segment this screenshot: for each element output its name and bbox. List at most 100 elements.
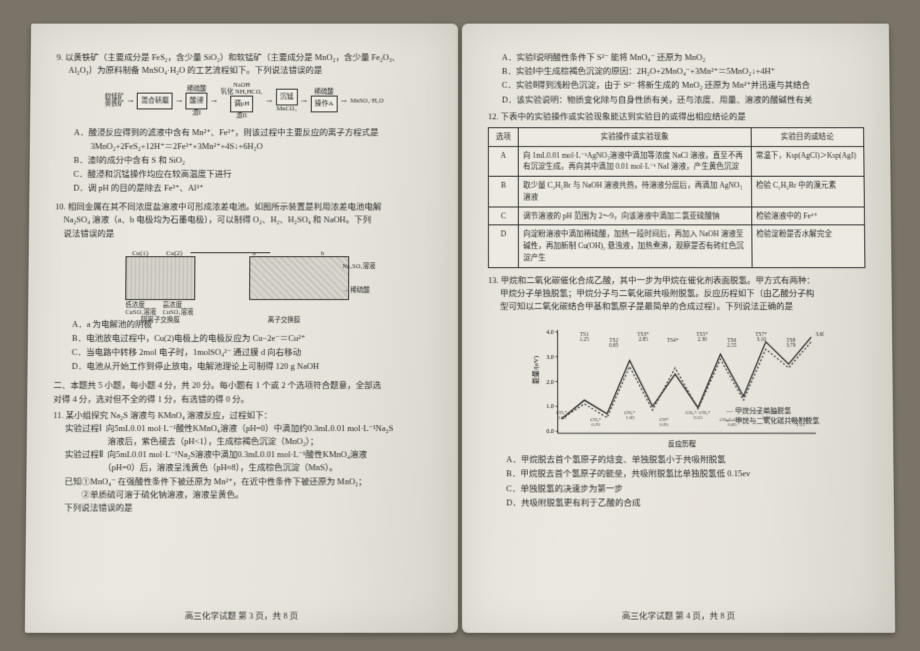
cell-op: 调节溶液的 pH 范围为 2～9，向该溶液中滴加二氯亚硫酸钠 bbox=[518, 206, 751, 225]
svg-text:TS83.79: TS83.79 bbox=[786, 337, 796, 348]
q10-options: A．a 为电解池的阴极 B．电池放电过程中，Cu(2)电极上的电极反应为 Cu−… bbox=[54, 317, 432, 373]
svg-text:TS5*2.30: TS5*2.30 bbox=[696, 332, 708, 343]
label-h2so4: → 稀硫酸 bbox=[342, 285, 370, 295]
label-membrane-2: 离子交换膜 bbox=[268, 315, 301, 325]
label-membrane-1: 阴离子交换膜 bbox=[141, 315, 180, 325]
arrow-icon: → bbox=[265, 93, 274, 107]
page-3: 9. 以黄铁矿（主要成分是 FeS₂，含少量 SiO₂）和软锰矿（主要成分是 M… bbox=[25, 23, 458, 632]
svg-text:1.0: 1.0 bbox=[546, 404, 553, 410]
svg-text:TS3*2.85: TS3*2.85 bbox=[637, 332, 649, 343]
page-footer-3: 高三化学试题 第 3 页，共 8 页 bbox=[25, 609, 458, 622]
cell-idx: C bbox=[488, 206, 518, 225]
svg-text:TS62.55: TS62.55 bbox=[727, 337, 737, 348]
flow-out-4: MnCO₃ bbox=[276, 105, 296, 112]
arrow-icon: → bbox=[299, 93, 308, 107]
q12-table: 选项 实验操作或实验现象 实验目的或结论 A 向 1mL0.01 mol·L⁻¹… bbox=[488, 127, 866, 268]
th-option: 选项 bbox=[488, 127, 518, 146]
question-10: 10. 相同金属在其不同浓度盐溶液中可形成浓差电池。如图所示装置是利用浓差电池电… bbox=[54, 200, 433, 373]
q11-opt-c: C．实验Ⅱ得到浅粉色沉淀，由于 S²⁻ 将新生成的 MnO₂ 还原为 Mn²⁺并… bbox=[502, 79, 864, 92]
page-spread: 9. 以黄铁矿（主要成分是 FeS₂，含少量 SiO₂）和软锰矿（主要成分是 M… bbox=[25, 23, 895, 632]
cell-idx: A bbox=[488, 146, 518, 176]
arrow-icon: → bbox=[210, 93, 219, 107]
q13-stem-b: 甲烷分子单独脱氢；甲烷分子与二氧化碳共吸附脱氢。反应历程如下（由乙酸分子构 型可… bbox=[488, 287, 866, 313]
cell-conc: 检验 C₂H₅Br 中的溴元素 bbox=[751, 176, 864, 206]
q10-stem: 10. 相同金属在其不同浓度盐溶液中可形成浓差电池。如图所示装置是利用浓差电池电… bbox=[55, 200, 432, 239]
q9-stem-line1: 9. 以黄铁矿（主要成分是 FeS₂，含少量 SiO₂）和软锰矿（主要成分是 M… bbox=[57, 51, 433, 64]
table-row: B 取少量 C₂H₅Br 与 NaOH 溶液共热，待溶液分层后，再滴加 AgNO… bbox=[488, 176, 864, 206]
svg-text:TS4*: TS4* bbox=[666, 337, 678, 343]
q10-figure: Cu(1) Cu(2) 低浓度 CuSO₄溶液 高浓度 CuSO₄溶液 阴离子交… bbox=[88, 243, 398, 313]
svg-text:3.0: 3.0 bbox=[546, 354, 553, 360]
cell-idx: B bbox=[488, 176, 518, 206]
svg-text:CO₂*+CH₃*0.55: CO₂*+CH₃*0.55 bbox=[685, 411, 710, 421]
q11-known: 已知①MnO₄⁻ 在强酸性条件下被还原为 Mn²⁺，在近中性条件下被还原为 Mn… bbox=[52, 474, 432, 514]
table-row: A 向 1mL0.01 mol·L⁻¹AgNO₃溶液中滴加等浓度 NaCl 溶液… bbox=[488, 146, 864, 176]
svg-text:TS11.25: TS11.25 bbox=[579, 332, 589, 343]
question-9: 9. 以黄铁矿（主要成分是 FeS₂，含少量 SiO₂）和软锰矿（主要成分是 M… bbox=[55, 51, 432, 195]
q12-stem: 12. 下表中的实验操作或实验现象能达到实验目的或得出相应结论的是 bbox=[488, 110, 864, 123]
flow-input: 软锰矿 黄铁矿 bbox=[105, 93, 125, 107]
x-axis-label: 反应历程 bbox=[668, 439, 696, 448]
flow-out-3: 渣II bbox=[236, 112, 247, 119]
svg-text:CH₃*0.70: CH₃*0.70 bbox=[590, 418, 602, 428]
q11-options: A．实验Ⅰ说明酸性条件下 S²⁻ 能将 MnO₄⁻ 还原为 MnO₂ B．实验Ⅰ… bbox=[488, 51, 864, 106]
flow-out-5: MnSO₄·H₂O bbox=[350, 97, 383, 104]
label-high-conc: 高浓度 CuSO₄溶液 bbox=[162, 301, 193, 315]
chart-legend: — 甲烷分子单独脱氢 ┅ 甲烷与二氧化碳共吸附脱氢 bbox=[726, 405, 819, 427]
cell-conc: 检验溶液中的 Fe³⁺ bbox=[752, 206, 865, 225]
flow-box-4: 沉锰 bbox=[276, 89, 298, 106]
cell-idx: D bbox=[488, 225, 518, 267]
q13-opt-a: A．甲烷脱去首个氢原子的焓变、单独脱氢小于共吸附脱氢 bbox=[506, 453, 867, 466]
flow-box-1: 混合研磨 bbox=[137, 92, 173, 109]
q11-step1: 实验过程Ⅰ 向5mL0.01 mol·L⁻¹酸性KMnO₄溶液（pH=0）中滴加… bbox=[53, 422, 432, 448]
flow-out-2: 渣I bbox=[192, 109, 201, 116]
flow-top-3: NaOH 氧化 NH₄HCO₃ bbox=[221, 81, 263, 95]
q13-opt-c: C．单独脱氢的决速步为第一步 bbox=[506, 481, 867, 494]
arrow-icon: → bbox=[175, 93, 184, 107]
q9-stem-line2: Al₂O₃）为原料制备 MnSO₄·H₂O 的工艺流程如下。下列说法错误的是 bbox=[56, 64, 432, 77]
q11-opt-b: B．实验Ⅰ中生成棕褐色沉淀的原因：2H₂O+2MnO₄⁻+3Mn²⁺＝5MnO₂… bbox=[502, 65, 864, 78]
arrow-icon: → bbox=[126, 93, 135, 107]
section-2-head: 二、本题共 5 小题，每小题 4 分，共 20 分。每小题有 1 个或 2 个选… bbox=[53, 379, 432, 405]
svg-text:CH₂*1.00: CH₂*1.00 bbox=[624, 411, 636, 421]
question-11: 11. 某小组探究 Na₂S 溶液与 KMnO₄ 溶液反应，过程如下： 实验过程… bbox=[52, 408, 432, 514]
electrolytic-cell-left bbox=[125, 255, 195, 299]
table-row: C 调节溶液的 pH 范围为 2～9，向该溶液中滴加二氯亚硫酸钠 检验溶液中的 … bbox=[488, 206, 864, 225]
wire bbox=[191, 251, 271, 252]
table-header-row: 选项 实验操作或实验现象 实验目的或结论 bbox=[488, 127, 863, 146]
q11-opt-d: D．该实验说明：物质变化除与自身性质有关，还与浓度、用量、溶液的酸碱性有关 bbox=[502, 93, 864, 106]
q9-opt-b: B．渣Ⅰ的成分中含有 S 和 SiO₂ bbox=[73, 153, 432, 166]
q9-opt-a: A．酸浸反应得到的滤液中含有 Mn²⁺、Fe³⁺，则该过程中主要反应的离子方程式… bbox=[74, 126, 433, 152]
page-footer-4: 高三化学试题 第 4 页，共 8 页 bbox=[462, 609, 895, 622]
q9-flowchart: 软锰矿 黄铁矿 → 混合研磨 → 稀硫酸 酸浸 渣I → NaOH 氧化 NH₄… bbox=[71, 81, 417, 121]
q10-opt-d: D．电池从开始工作到停止放电，电解池理论上可制得 120 g NaOH bbox=[72, 360, 432, 373]
svg-text:0.0: 0.0 bbox=[546, 429, 553, 435]
cell-op: 取少量 C₂H₅Br 与 NaOH 溶液共热，待溶液分层后，再滴加 AgNO₃ … bbox=[518, 176, 751, 206]
question-13: 13. 甲烷和二氧化碳催化合成乙酸，其中一步为甲烷在催化剂表面脱氢。甲方式有两种… bbox=[488, 273, 868, 509]
cell-conc: 常温下，Ksp(AgCl)＞Ksp(AgI) bbox=[751, 146, 864, 176]
ts-labels: TS11.25TS20.85TS3*2.85TS4*TS5*2.30TS62.5… bbox=[579, 332, 825, 349]
electrode-cu2: Cu(2) bbox=[166, 247, 182, 258]
svg-text:CH*0.95: CH*0.95 bbox=[659, 418, 669, 428]
svg-text:2.0: 2.0 bbox=[546, 379, 553, 385]
legend-solid: — 甲烷分子单独脱氢 bbox=[726, 405, 819, 416]
legend-dotted: ┅ 甲烷与二氧化碳共吸附脱氢 bbox=[726, 416, 819, 427]
svg-text:4.0: 4.0 bbox=[546, 330, 553, 336]
flow-box-5: 操作A bbox=[310, 96, 337, 113]
q13-opt-d: D．共吸附脱氢更有利于乙酸的合成 bbox=[506, 496, 868, 509]
q11-opt-a: A．实验Ⅰ说明酸性条件下 S²⁻ 能将 MnO₄⁻ 还原为 MnO₂ bbox=[502, 51, 864, 64]
label-na2so4: Na₂SO₄溶液 bbox=[342, 261, 375, 271]
electrolytic-cell-right bbox=[249, 255, 349, 299]
flow-box-3: 调pH bbox=[230, 96, 254, 113]
q13-stem-a: 13. 甲烷和二氧化碳催化合成乙酸，其中一步为甲烷在催化剂表面脱氢。甲方式有两种… bbox=[488, 273, 866, 286]
flow-top-5: 稀硫酸 bbox=[314, 89, 333, 96]
question-12: 12. 下表中的实验操作或实验现象能达到实验目的或得出相应结论的是 选项 实验操… bbox=[488, 110, 866, 268]
q10-opt-a: A．a 为电解池的阴极 bbox=[72, 317, 432, 330]
label-low-conc: 低浓度 CuSO₄溶液 bbox=[125, 301, 156, 315]
q9-options: A．酸浸反应得到的滤液中含有 Mn²⁺、Fe³⁺，则该过程中主要反应的离子方程式… bbox=[55, 126, 432, 194]
q13-opt-b: B．甲烷脱去首个氢原子的能垒，共吸附脱氢比单独脱氢低 0.15ev bbox=[506, 467, 867, 480]
q11-stem: 11. 某小组探究 Na₂S 溶液与 KMnO₄ 溶液反应，过程如下： bbox=[53, 408, 432, 421]
chart-svg: 0.01.02.03.04.0 TS11.25TS20.85TS3*2.85TS… bbox=[530, 319, 826, 449]
q10-opt-c: C．当电路中转移 2mol 电子时，1molSO₄²⁻ 通过膜 d 向右移动 bbox=[72, 346, 432, 359]
arrow-icon: → bbox=[339, 93, 348, 107]
